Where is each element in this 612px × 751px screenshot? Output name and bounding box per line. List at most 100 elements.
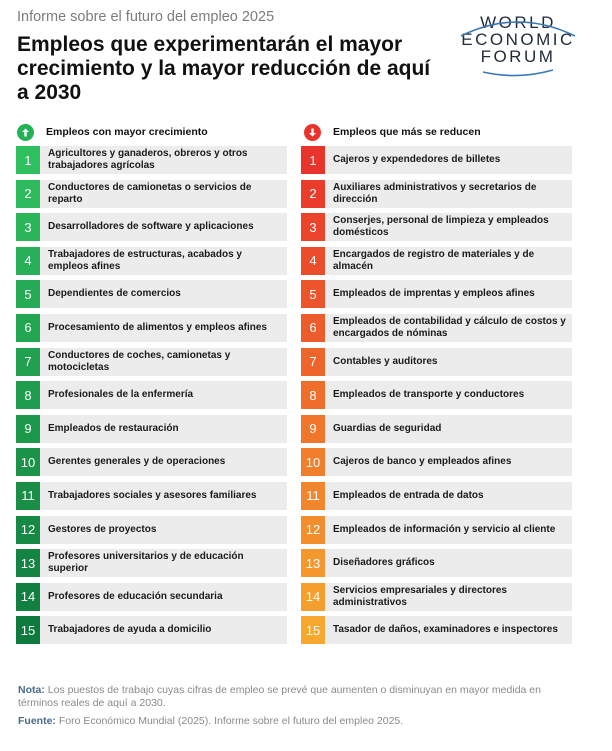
report-subtitle: Informe sobre el futuro del empleo 2025 <box>17 9 275 25</box>
arrow-down-icon <box>304 123 321 141</box>
growth-heading: Empleos con mayor crecimiento <box>17 122 208 142</box>
job-label: Procesamiento de alimentos y empleos afi… <box>48 321 267 333</box>
job-label: Servicios empresariales y directores adm… <box>333 584 507 608</box>
rank-badge: 3 <box>16 213 40 242</box>
growth-row: 10 Gerentes generales y de operaciones <box>16 448 287 477</box>
job-label: Tasador de daños, examinadores e inspect… <box>333 624 558 636</box>
decline-row: 6 Empleados de contabilidad y cálculo de … <box>301 313 572 342</box>
job-label: Cajeros de banco y empleados afines <box>333 456 512 468</box>
growth-row: 12 Gestores de proyectos <box>16 515 287 544</box>
rank-badge: 8 <box>301 381 325 410</box>
job-label: Profesionales de la enfermería <box>48 389 194 401</box>
job-label: Guardias de seguridad <box>333 422 442 434</box>
job-label: Empleados de entrada de datos <box>333 489 484 501</box>
note-text: Los puestos de trabajo cuyas cifras de e… <box>18 684 541 709</box>
job-label: Gerentes generales y de operaciones <box>48 456 226 468</box>
job-label: Cajeros y expendedores de billetes <box>333 154 501 165</box>
job-label: Desarrolladores de software y aplicacion… <box>48 221 254 233</box>
job-label: Diseñadores gráficos <box>333 557 435 569</box>
job-label: Conductores de coches, camionetas y moto… <box>48 349 231 373</box>
job-label: Agricultores y ganaderos, obreros y otro… <box>48 148 248 171</box>
growth-row: 11 Trabajadores sociales y asesores famil… <box>16 481 287 510</box>
job-label: Trabajadores de ayuda a domicilio <box>48 624 212 636</box>
source-line: Fuente: Foro Económico Mundial (2025). I… <box>18 715 403 727</box>
decline-row: 13 Diseñadores gráficos <box>301 549 572 578</box>
growth-row: 1 Agricultores y ganaderos, obreros y otr… <box>16 146 287 174</box>
growth-row: 3 Desarrolladores de software y aplicacio… <box>16 213 287 242</box>
decline-heading: Empleos que más se reducen <box>304 122 481 142</box>
decline-row: 1 Cajeros y expendedores de billetes <box>301 146 572 174</box>
decline-row: 4 Encargados de registro de materiales y … <box>301 246 572 275</box>
job-label: Profesores de educación secundaria <box>48 590 223 602</box>
growth-row: 2 Conductores de camionetas o servicios d… <box>16 179 287 208</box>
rank-badge: 8 <box>16 381 40 410</box>
growth-row: 13 Profesores universitarios y de educaci… <box>16 549 287 578</box>
logo-line-3: FORUM <box>480 47 556 66</box>
rank-badge: 7 <box>16 347 40 376</box>
growth-row: 14 Profesores de educación secundaria <box>16 582 287 611</box>
logo-line-2: ECONOMIC <box>461 30 575 49</box>
rank-badge: 7 <box>301 347 325 376</box>
job-label: Trabajadores de estructuras, acabados y … <box>48 248 242 272</box>
rank-badge: 14 <box>301 582 325 611</box>
decline-row: 9 Guardias de seguridad <box>301 414 572 443</box>
rank-badge: 4 <box>301 246 325 275</box>
decline-row: 12 Empleados de información y servicio al… <box>301 515 572 544</box>
rank-badge: 3 <box>301 213 325 242</box>
decline-row: 2 Auxiliares administrativos y secretario… <box>301 179 572 208</box>
note-label: Nota: <box>18 684 45 696</box>
growth-row: 15 Trabajadores de ayuda a domicilio <box>16 616 287 645</box>
job-label: Contables y auditores <box>333 355 438 367</box>
rank-badge: 6 <box>16 313 40 342</box>
decline-row: 5 Empleados de imprentas y empleos afines <box>301 280 572 309</box>
rank-badge: 10 <box>16 448 40 477</box>
rank-badge: 11 <box>301 481 325 510</box>
decline-row: 15 Tasador de daños, examinadores e inspe… <box>301 616 572 645</box>
decline-row: 3 Conserjes, personal de limpieza y emple… <box>301 213 572 242</box>
rank-badge: 1 <box>301 146 325 174</box>
job-label: Dependientes de comercios <box>48 288 181 300</box>
job-label: Conductores de camionetas o servicios de… <box>48 181 252 205</box>
arrow-up-icon <box>17 123 34 141</box>
growth-row: 8 Profesionales de la enfermería <box>16 381 287 410</box>
growth-heading-label: Empleos con mayor crecimiento <box>46 126 208 138</box>
decline-row: 11 Empleados de entrada de datos <box>301 481 572 510</box>
job-label: Empleados de transporte y conductores <box>333 389 525 401</box>
job-label: Conserjes, personal de limpieza y emplea… <box>333 215 549 239</box>
rank-badge: 2 <box>301 179 325 208</box>
wef-logo: WORLD ECONOMIC FORUM <box>453 14 583 77</box>
job-label: Encargados de registro de materiales y d… <box>333 248 535 272</box>
job-label: Profesores universitarios y de educación… <box>48 551 244 575</box>
rank-badge: 4 <box>16 246 40 275</box>
growth-row: 4 Trabajadores de estructuras, acabados y… <box>16 246 287 275</box>
rank-badge: 2 <box>16 179 40 208</box>
rank-badge: 13 <box>301 549 325 578</box>
rank-badge: 14 <box>16 582 40 611</box>
decline-row: 14 Servicios empresariales y directores a… <box>301 582 572 611</box>
source-label: Fuente: <box>18 715 56 727</box>
rank-badge: 10 <box>301 448 325 477</box>
rank-badge: 13 <box>16 549 40 578</box>
decline-row: 8 Empleados de transporte y conductores <box>301 381 572 410</box>
decline-list: 1 Cajeros y expendedores de billetes 2 Auxi… <box>301 146 572 650</box>
footnote: Nota: Los puestos de trabajo cuyas cifra… <box>18 684 578 710</box>
job-label: Empleados de imprentas y empleos afines <box>333 288 535 300</box>
job-label: Empleados de contabilidad y cálculo de c… <box>333 315 566 339</box>
rank-badge: 6 <box>301 313 325 342</box>
job-label: Empleados de información y servicio al c… <box>333 523 556 535</box>
rank-badge: 1 <box>16 146 40 174</box>
logo-arc-icon <box>460 21 576 77</box>
growth-list: 1 Agricultores y ganaderos, obreros y otr… <box>16 146 287 650</box>
rank-badge: 5 <box>16 280 40 309</box>
growth-row: 6 Procesamiento de alimentos y empleos af… <box>16 313 287 342</box>
page-title: Empleos que experimentarán el mayor crec… <box>17 33 431 104</box>
rank-badge: 11 <box>16 481 40 510</box>
rank-badge: 9 <box>16 414 40 443</box>
job-label: Auxiliares administrativos y secretarios… <box>333 181 537 205</box>
job-label: Trabajadores sociales y asesores familia… <box>48 489 257 501</box>
job-label: Empleados de restauración <box>48 422 179 434</box>
decline-row: 10 Cajeros de banco y empleados afines <box>301 448 572 477</box>
growth-row: 9 Empleados de restauración <box>16 414 287 443</box>
source-text: Foro Económico Mundial (2025). Informe s… <box>55 715 404 727</box>
rank-badge: 12 <box>16 515 40 544</box>
